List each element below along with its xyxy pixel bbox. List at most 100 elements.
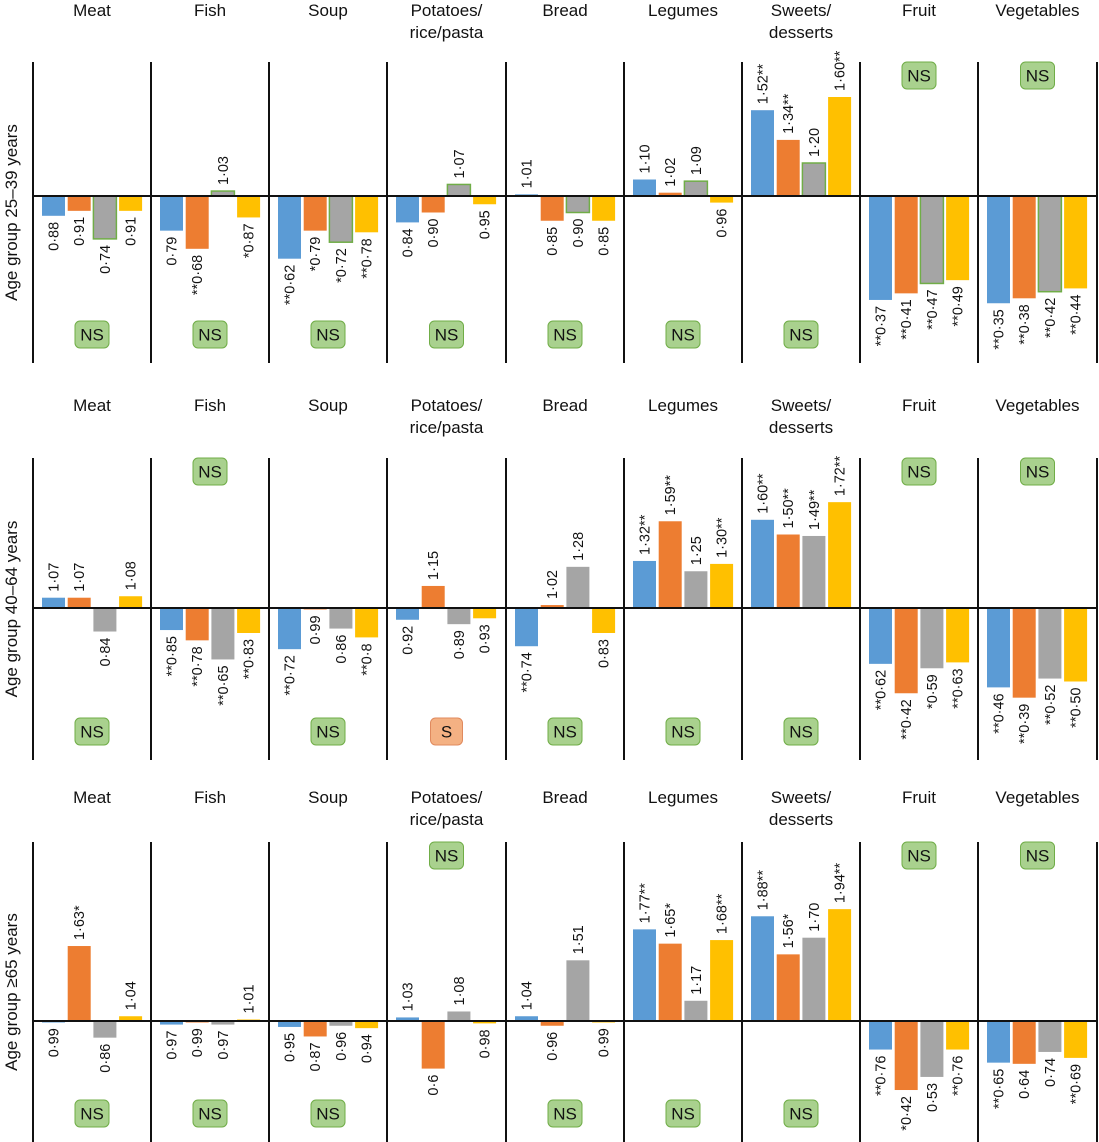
data-label: 1·07 bbox=[452, 149, 468, 178]
data-label: 1·51 bbox=[571, 925, 587, 954]
bar bbox=[160, 196, 183, 231]
data-label: 0·85 bbox=[545, 227, 561, 256]
badge-box bbox=[429, 841, 464, 870]
data-label: 1·88** bbox=[756, 870, 772, 911]
badge-text: NS bbox=[671, 326, 695, 345]
data-label: **0·76 bbox=[951, 1056, 967, 1096]
data-label: **0·38 bbox=[1017, 304, 1033, 344]
bar bbox=[776, 139, 800, 196]
data-label: **0·46 bbox=[992, 693, 1008, 733]
not-significant-badge: NS bbox=[901, 457, 937, 486]
category-title: Potatoes/ bbox=[411, 788, 483, 807]
data-label: 0·93 bbox=[478, 624, 494, 653]
category-title: Fruit bbox=[902, 396, 936, 415]
category-title: Sweets/ bbox=[771, 396, 832, 415]
not-significant-badge: NS bbox=[1020, 61, 1055, 90]
category-title: Sweets/ bbox=[771, 788, 832, 807]
bar bbox=[658, 521, 682, 608]
data-label: 1·02 bbox=[545, 570, 561, 599]
bar bbox=[160, 608, 183, 631]
bar bbox=[540, 1021, 564, 1026]
bar bbox=[355, 608, 379, 638]
badge-box bbox=[1020, 457, 1055, 486]
data-label: 0·79 bbox=[165, 237, 181, 266]
badge-text: S bbox=[441, 723, 452, 742]
bar bbox=[211, 608, 235, 660]
bar bbox=[710, 940, 734, 1021]
bar bbox=[473, 196, 497, 205]
bar bbox=[946, 196, 970, 281]
not-significant-badge: NS bbox=[429, 841, 464, 870]
panel-row-2: Age group ≥65 years Meat Fish Soup Potatoes/… bbox=[2, 788, 1098, 1142]
data-label: 1·70 bbox=[807, 903, 823, 932]
data-label: 1·68** bbox=[715, 893, 731, 934]
data-label: **0·37 bbox=[874, 306, 890, 346]
category-title: Meat bbox=[73, 396, 111, 415]
category-title: Fish bbox=[194, 788, 226, 807]
data-label: **0·65 bbox=[992, 1069, 1008, 1109]
bar bbox=[920, 1021, 944, 1077]
data-label: 0·64 bbox=[1017, 1070, 1033, 1099]
badge-box bbox=[665, 320, 701, 349]
data-label: 0·97 bbox=[216, 1031, 232, 1060]
badge-text: NS bbox=[907, 847, 931, 866]
bar bbox=[828, 97, 852, 196]
badge-box bbox=[429, 320, 464, 349]
bar bbox=[421, 585, 445, 608]
data-label: 1·60** bbox=[756, 473, 772, 514]
category-title: desserts bbox=[769, 23, 833, 42]
bar bbox=[869, 608, 892, 664]
not-significant-badge: NS bbox=[547, 320, 583, 349]
not-significant-badge: NS bbox=[901, 841, 937, 870]
data-label: **0·52 bbox=[1043, 685, 1059, 725]
badge-text: NS bbox=[198, 1105, 222, 1124]
bar bbox=[633, 560, 656, 608]
data-label: 0·94 bbox=[360, 1034, 376, 1063]
data-label: **0·78 bbox=[190, 646, 206, 686]
data-label: 0·96 bbox=[545, 1032, 561, 1061]
bar bbox=[801, 162, 827, 197]
bar bbox=[42, 597, 65, 608]
data-label: 0·99 bbox=[47, 1028, 63, 1057]
data-label: 0·6 bbox=[426, 1075, 442, 1096]
category-title: rice/pasta bbox=[410, 23, 484, 42]
data-label: 0·87 bbox=[308, 1042, 324, 1071]
bar bbox=[278, 196, 301, 259]
data-label: 0·90 bbox=[571, 219, 587, 248]
bar bbox=[566, 960, 590, 1021]
data-label: 0·74 bbox=[1043, 1058, 1059, 1087]
bar bbox=[328, 195, 354, 243]
badge-box bbox=[783, 717, 819, 746]
data-label: 1·49** bbox=[807, 489, 823, 530]
category-title: rice/pasta bbox=[410, 418, 484, 437]
category-title: Potatoes/ bbox=[411, 1, 483, 20]
data-label: 1·32** bbox=[638, 514, 654, 555]
data-label: 1·02 bbox=[663, 158, 679, 187]
bar bbox=[396, 1017, 419, 1021]
data-label: *0·59 bbox=[925, 674, 941, 709]
bar bbox=[658, 943, 682, 1021]
data-label: 0·85 bbox=[597, 227, 613, 256]
not-significant-badge: NS bbox=[192, 1099, 228, 1128]
data-label: *0·79 bbox=[308, 237, 324, 272]
not-significant-badge: NS bbox=[310, 1099, 346, 1128]
not-significant-badge: NS bbox=[310, 717, 346, 746]
badge-box bbox=[74, 320, 110, 349]
bar bbox=[92, 195, 118, 240]
bar bbox=[1012, 608, 1036, 698]
badge-text: NS bbox=[671, 1105, 695, 1124]
bar bbox=[751, 110, 774, 196]
bar bbox=[1012, 196, 1036, 299]
bar bbox=[946, 1021, 970, 1050]
badge-box bbox=[310, 320, 346, 349]
bar bbox=[1012, 1021, 1036, 1064]
data-label: 0·99 bbox=[308, 615, 324, 644]
bar bbox=[160, 1021, 183, 1025]
bar bbox=[566, 566, 590, 608]
badge-text: NS bbox=[553, 723, 577, 742]
bar bbox=[329, 608, 353, 629]
bar bbox=[237, 608, 261, 633]
bar bbox=[776, 954, 800, 1021]
bar bbox=[237, 196, 261, 218]
data-label: 1·01 bbox=[520, 159, 536, 188]
